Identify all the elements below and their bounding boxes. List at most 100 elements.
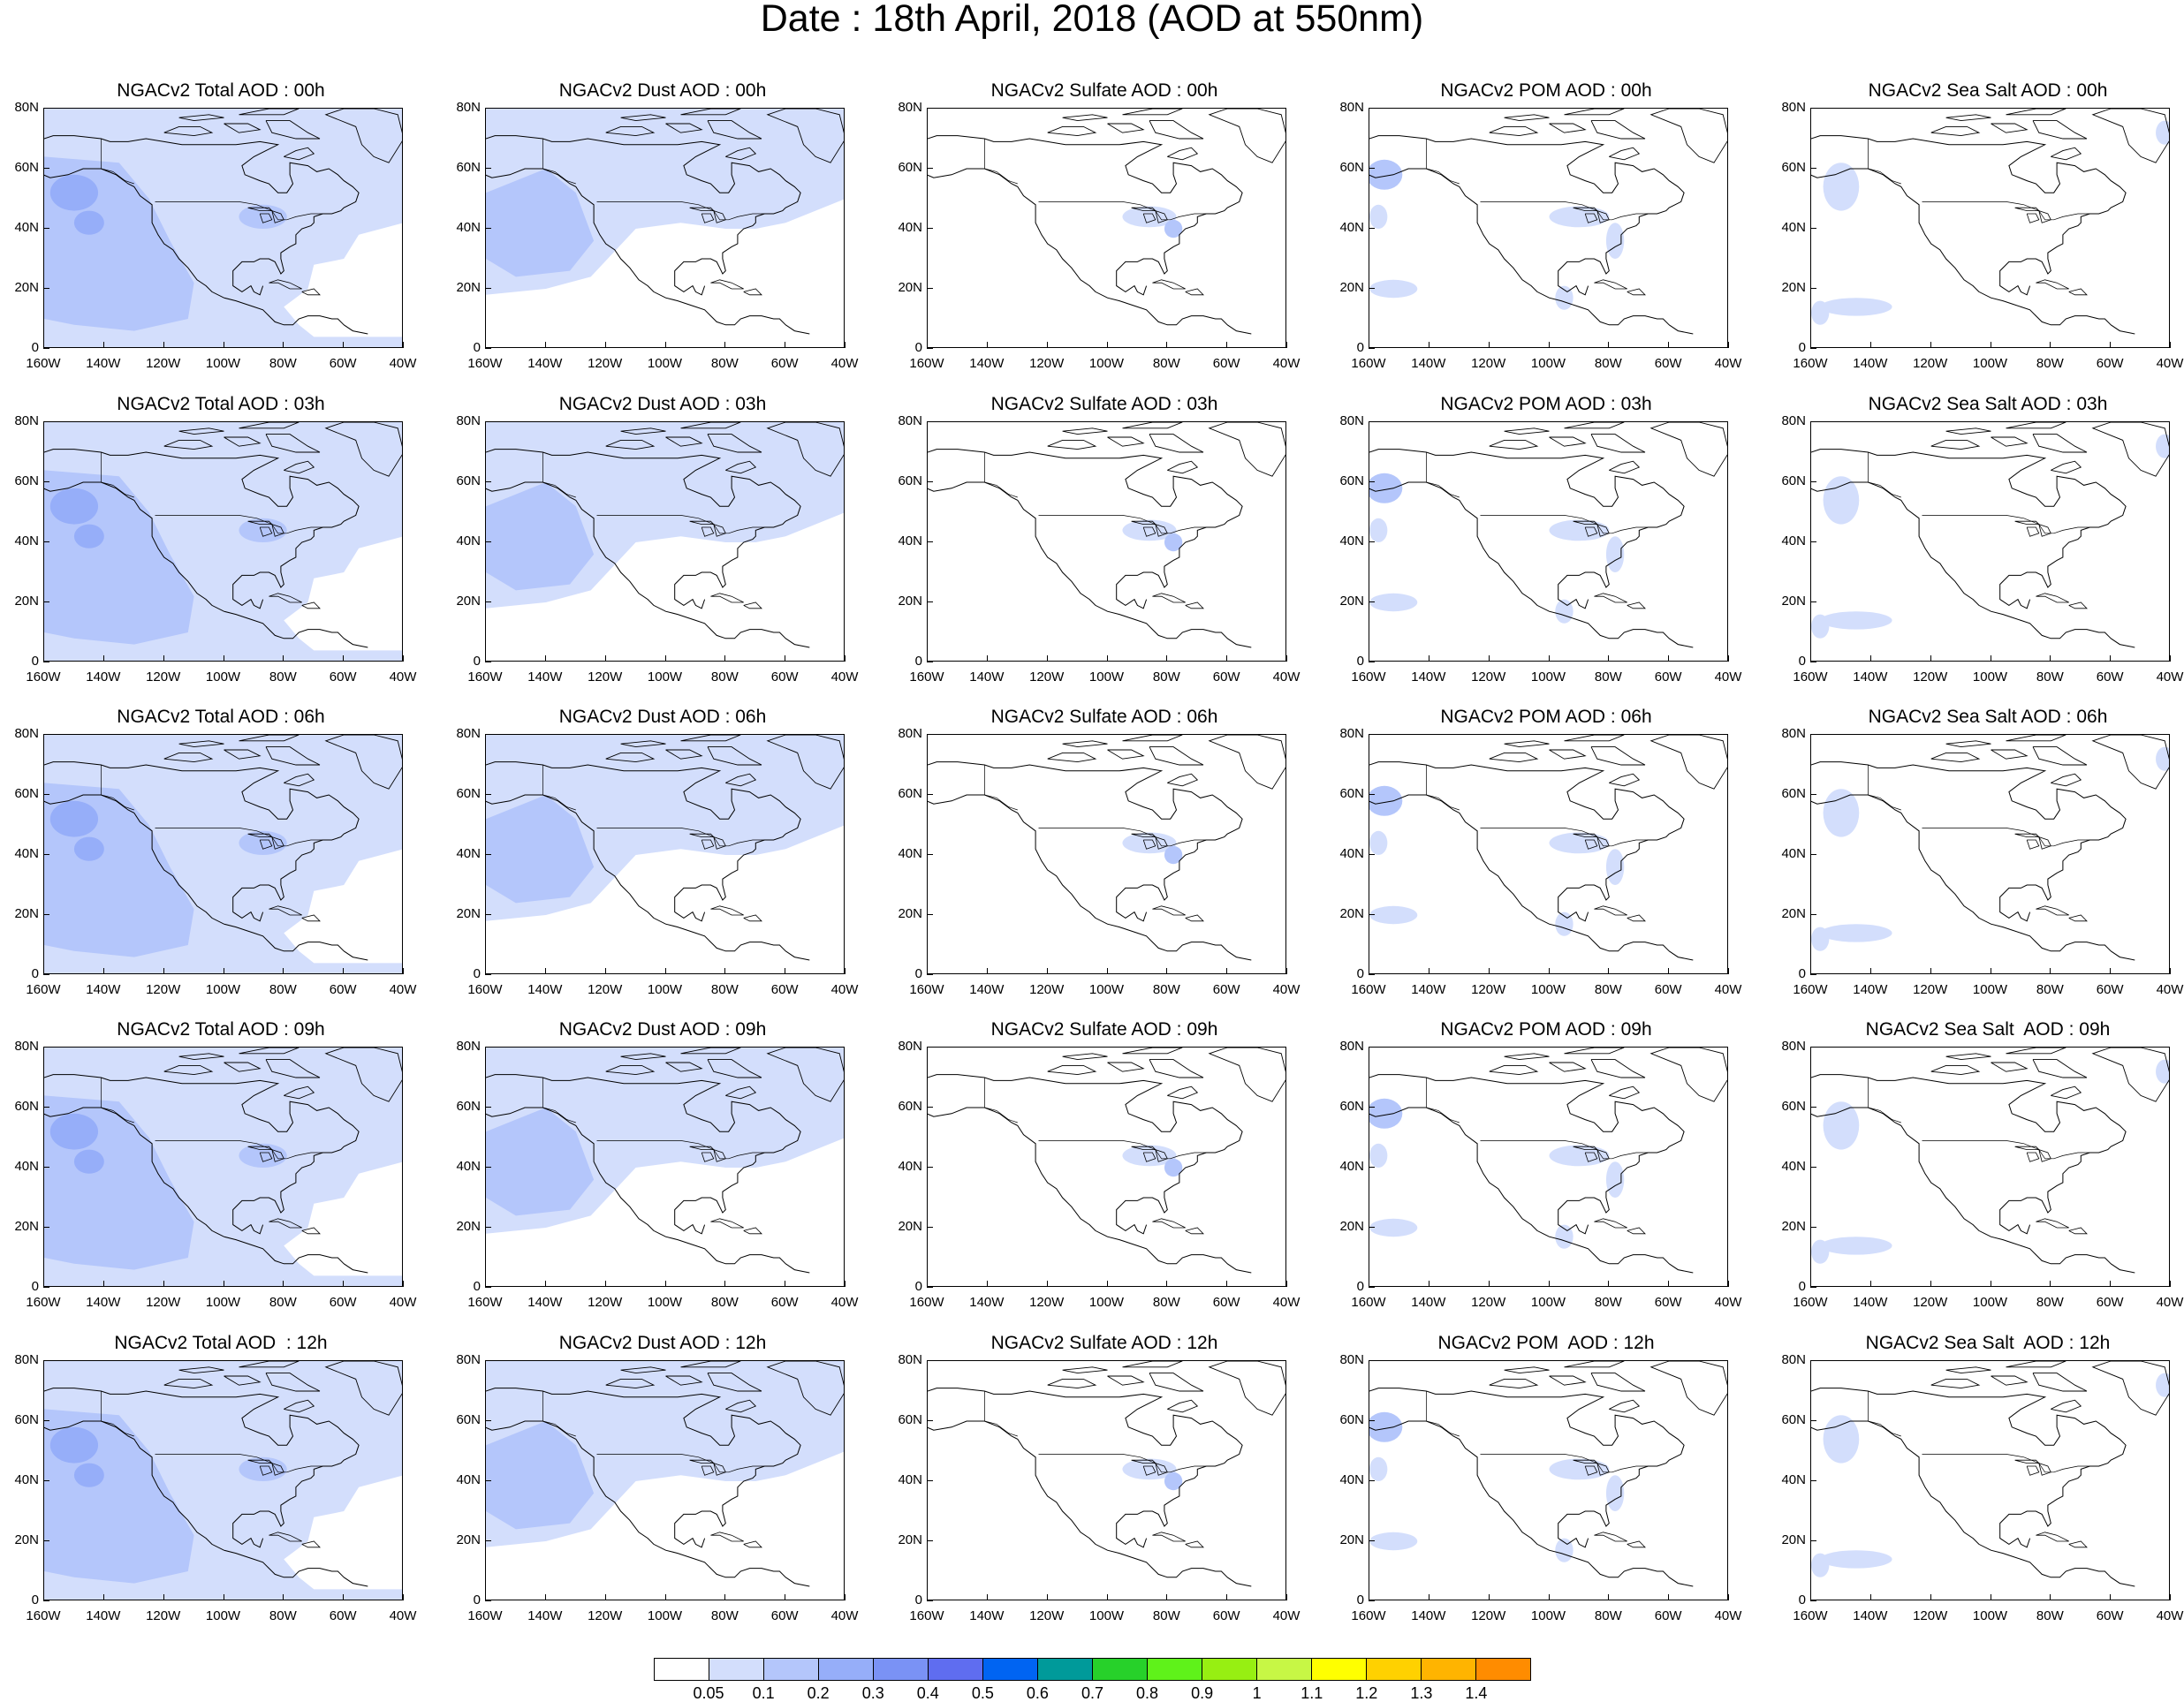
aod-field-high [73, 1149, 104, 1174]
lon-tick [2170, 1594, 2171, 1600]
hispaniola-coast [2068, 601, 2088, 609]
lat-tick-label: 0 [1798, 1592, 1806, 1607]
panel-title: NGACv2 Sulfate AOD : 12h [990, 1333, 1218, 1353]
lat-tick-label: 60N [456, 1099, 481, 1114]
us-canada-border [155, 1454, 323, 1473]
lon-tick [724, 342, 726, 348]
coastline-west [928, 794, 1252, 961]
lat-tick-label: 80N [1781, 726, 1806, 741]
lat-tick-label: 0 [31, 966, 39, 981]
lon-tick-label: 100W [1972, 356, 2008, 371]
lon-tick-label: 160W [1351, 356, 1386, 371]
lat-tick [1369, 1600, 1375, 1601]
hispaniola-coast [1627, 914, 1646, 922]
aod-field-moderate [47, 279, 89, 299]
lon-tick-label: 100W [1530, 982, 1566, 997]
lon-tick-label: 60W [1212, 982, 1240, 997]
aod-field-low [1549, 832, 1610, 854]
lon-tick-label: 80W [710, 669, 739, 685]
aod-field-moderate [486, 795, 595, 904]
lon-tick [664, 342, 666, 348]
arctic-island [1930, 439, 1981, 450]
great-lake [1584, 1465, 1598, 1476]
us-canada-border [1038, 1454, 1207, 1473]
cuba-coast [2036, 1532, 2069, 1542]
alaska-border [1868, 1078, 1901, 1123]
lon-tick-label: 60W [1212, 356, 1240, 371]
hispaniola-coast [1627, 1540, 1646, 1548]
arctic-island [1107, 1375, 1145, 1386]
arctic-island [725, 1399, 757, 1413]
coastline-east [1369, 761, 1685, 922]
lat-tick-label: 0 [1356, 1279, 1364, 1294]
lon-tick [664, 655, 666, 662]
lon-tick [1930, 342, 1931, 348]
lon-tick-label: 40W [1714, 1608, 1742, 1623]
map-canvas [486, 1361, 844, 1587]
map-panel-seasalt-09h: NGACv2 Sea Salt AOD : 09h 80N 60N 40N 20N 0 16… [1767, 1018, 2184, 1331]
lon-tick [343, 655, 345, 662]
map-panel-total-00h: NGACv2 Total AOD : 00h 80N 60N 40N 20N 0 160W 1… [0, 79, 442, 392]
lon-tick [485, 342, 486, 348]
arctic-island [620, 740, 666, 748]
lat-tick-label: 80N [456, 726, 481, 741]
arctic-island [1107, 123, 1145, 133]
lon-tick [1226, 1594, 1228, 1600]
colorbar-swatch [983, 1659, 1038, 1680]
map-canvas [44, 1048, 402, 1286]
lon-tick-label: 120W [146, 356, 181, 371]
lat-tick-label: 0 [1798, 966, 1806, 981]
map-plot-area [1369, 1360, 1728, 1600]
arctic-island [284, 1085, 315, 1100]
great-lake [2038, 524, 2051, 537]
arctic-island [1122, 109, 1183, 116]
lat-tick-label: 40N [456, 220, 481, 235]
lat-tick [927, 734, 933, 735]
great-lake [259, 1465, 273, 1476]
arctic-island [178, 1366, 224, 1374]
aod-field-low [1820, 924, 1892, 942]
arctic-island [163, 752, 214, 763]
arctic-island [766, 422, 844, 477]
lon-tick [724, 1281, 726, 1287]
lon-tick [1728, 342, 1729, 348]
map-plot-area [43, 421, 403, 662]
lon-tick [927, 655, 928, 662]
lon-tick [102, 968, 104, 974]
lat-tick [927, 794, 933, 795]
coastline-west [928, 1107, 1252, 1274]
map-plot-area [485, 421, 845, 662]
coastline-east [1369, 135, 1685, 296]
arctic-island [1489, 125, 1539, 137]
lon-tick-label: 100W [1972, 1608, 2008, 1623]
lon-tick [1286, 342, 1287, 348]
map-panel-dust-03h: NGACv2 Dust AOD : 03h 80N 60N 40N 20N 0 160W 14… [442, 393, 883, 706]
lat-tick-label: 0 [1356, 1592, 1364, 1607]
arctic-island [239, 1048, 300, 1055]
lat-tick [43, 288, 49, 289]
arctic-island [1208, 1361, 1285, 1416]
us-canada-border [1038, 828, 1207, 847]
arctic-island [707, 1059, 762, 1078]
lon-tick [2050, 1594, 2051, 1600]
colorbar-swatch [1148, 1659, 1202, 1680]
hispaniola-coast [1185, 1540, 1204, 1548]
colorbar-swatch [1367, 1659, 1422, 1680]
great-lake [701, 1152, 715, 1162]
arctic-island [680, 735, 741, 742]
lon-tick-label: 80W [1594, 356, 1622, 371]
colorbar-label: 0.3 [861, 1684, 884, 1702]
lat-tick-label: 60N [1781, 473, 1806, 488]
colorbar-swatch [874, 1659, 929, 1680]
lon-tick [485, 1594, 486, 1600]
arctic-island [1945, 1053, 1991, 1061]
lon-tick-label: 120W [1471, 356, 1506, 371]
aod-field-low [1555, 285, 1574, 310]
lat-tick [927, 974, 933, 975]
panel-title: NGACv2 Total AOD : 09h [117, 1019, 325, 1040]
cuba-coast [1152, 905, 1186, 916]
coastline-east [44, 761, 360, 922]
lon-tick [986, 1594, 988, 1600]
lon-tick [163, 968, 164, 974]
arctic-island [178, 1053, 224, 1061]
